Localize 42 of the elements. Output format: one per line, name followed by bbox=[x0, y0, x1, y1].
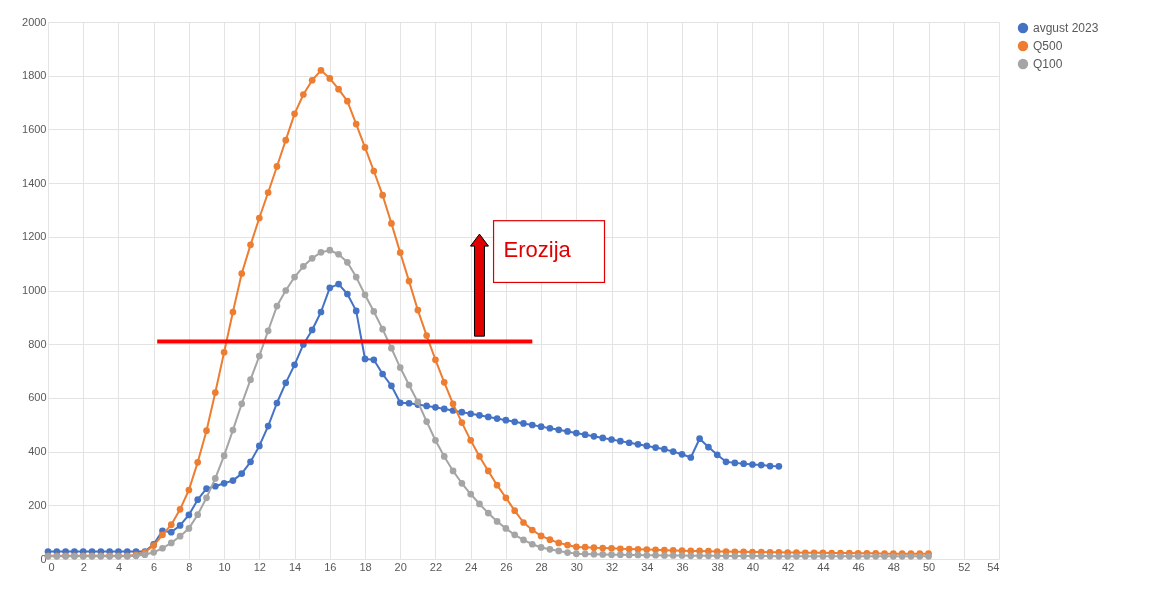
x-tick-label: 2 bbox=[80, 560, 87, 573]
x-tick-label: 26 bbox=[500, 560, 513, 573]
x-tick-label: 50 bbox=[922, 560, 936, 573]
x-tick-label: 12 bbox=[253, 560, 266, 573]
x-tick-label: 40 bbox=[746, 560, 760, 573]
x-tick-label: 4 bbox=[115, 560, 123, 573]
x-tick-label: 8 bbox=[186, 560, 193, 573]
x-tick-label: 42 bbox=[782, 560, 795, 573]
x-tick-label: 0 bbox=[48, 560, 55, 573]
y-tick-label: 1800 bbox=[22, 69, 47, 82]
x-tick-label: 28 bbox=[535, 560, 548, 573]
y-tick-label: 800 bbox=[28, 337, 47, 350]
y-tick-label: 1600 bbox=[22, 122, 47, 135]
x-tick-label: 24 bbox=[465, 560, 478, 573]
x-tick-label: 46 bbox=[852, 560, 865, 573]
x-tick-label: 14 bbox=[288, 560, 302, 573]
x-tick-label: 22 bbox=[429, 560, 443, 573]
y-tick-label: 1200 bbox=[22, 230, 47, 243]
y-tick-label: 200 bbox=[28, 498, 47, 511]
x-tick-label: 34 bbox=[641, 560, 654, 573]
x-tick-label: 38 bbox=[711, 560, 724, 573]
x-tick-label: 36 bbox=[676, 560, 689, 573]
x-tick-label: 30 bbox=[570, 560, 583, 573]
legend-label: Q100 bbox=[1033, 57, 1063, 71]
x-tick-label: 10 bbox=[218, 560, 231, 573]
x-tick-label: 16 bbox=[324, 560, 337, 573]
legend-label: Q500 bbox=[1033, 39, 1063, 53]
x-tick-label: 6 bbox=[151, 560, 158, 573]
x-tick-label: 44 bbox=[817, 560, 830, 573]
y-tick-label: 400 bbox=[28, 445, 47, 458]
y-tick-label: 2000 bbox=[22, 15, 47, 28]
x-tick-label: 20 bbox=[394, 560, 407, 573]
x-tick-label: 52 bbox=[958, 560, 971, 573]
annotation: Erozija bbox=[503, 236, 572, 262]
x-tick-label: 48 bbox=[887, 560, 900, 573]
y-tick-label: 1000 bbox=[22, 284, 47, 296]
y-tick-label: 600 bbox=[28, 391, 47, 404]
legend-label: avgust 2023 bbox=[1033, 21, 1099, 35]
x-tick-label: 32 bbox=[605, 560, 619, 573]
y-tick-label: 1400 bbox=[22, 176, 47, 189]
x-tick-label: 54 bbox=[987, 560, 1000, 573]
x-tick-label: 18 bbox=[359, 560, 372, 573]
